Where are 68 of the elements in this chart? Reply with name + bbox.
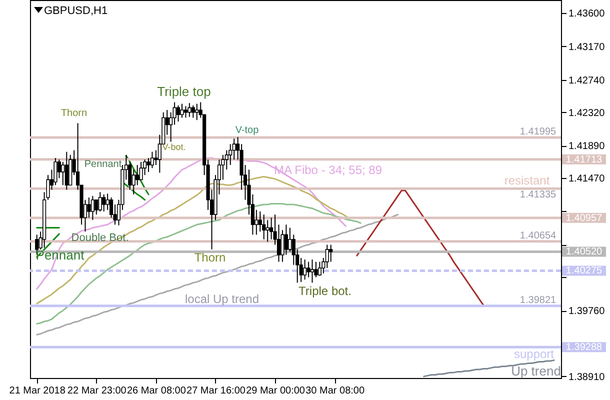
y-tick-label: 1.39760 bbox=[568, 306, 606, 318]
line-series bbox=[36, 176, 350, 304]
line-series bbox=[356, 190, 484, 306]
annotation: 1.41335 bbox=[520, 190, 557, 201]
x-tick-label: 22 Mar 23:00 bbox=[67, 386, 127, 396]
annotation: Triple top bbox=[157, 84, 211, 100]
x-tick-label: 27 Mar 16:00 bbox=[186, 386, 246, 396]
y-tick-label: 1.38910 bbox=[568, 372, 606, 383]
candlestick bbox=[191, 104, 195, 118]
annotation: resistant bbox=[504, 174, 550, 188]
y-tick-label: 1.42320 bbox=[568, 108, 606, 119]
candlestick bbox=[266, 219, 270, 242]
candlestick bbox=[180, 103, 184, 118]
y-tick-label: 1.41890 bbox=[568, 141, 606, 152]
x-tick-label: 21 Mar 2018 bbox=[9, 386, 66, 396]
y-tick-label: 1.43170 bbox=[568, 42, 606, 53]
annotation: Pennant bbox=[84, 159, 122, 170]
candlestick bbox=[102, 194, 106, 212]
line-series bbox=[36, 214, 399, 336]
candlestick bbox=[146, 158, 150, 172]
candlestick bbox=[90, 195, 94, 220]
x-tick-label: 30 Mar 08:00 bbox=[306, 386, 365, 396]
candlestick bbox=[188, 102, 192, 118]
ref-line-label: 1.39288 bbox=[566, 342, 603, 354]
x-tick-label: 26 Mar 08:00 bbox=[126, 386, 186, 396]
candlestick bbox=[303, 258, 307, 280]
candlestick bbox=[288, 227, 292, 252]
candlestick bbox=[61, 161, 65, 186]
x-tick-label: 29 Mar 00:00 bbox=[246, 386, 306, 396]
annotation: V-top bbox=[235, 125, 260, 136]
annotation: 1.41995 bbox=[520, 126, 557, 138]
ref-line-label: 1.40957 bbox=[566, 212, 603, 224]
annotation: Thorn bbox=[60, 108, 88, 120]
candlestick bbox=[64, 151, 68, 190]
annotation: Up trend bbox=[511, 363, 561, 378]
ref-line-label: 1.40275 bbox=[566, 266, 603, 277]
line-series bbox=[36, 202, 362, 325]
candlestick bbox=[310, 258, 314, 284]
candlestick bbox=[318, 261, 322, 276]
candlestick bbox=[98, 192, 102, 212]
candlestick bbox=[87, 197, 91, 218]
y-tick-label: 1.41470 bbox=[568, 174, 606, 185]
candlestick bbox=[184, 106, 188, 118]
candlestick bbox=[329, 244, 333, 262]
annotation: Thorn bbox=[194, 250, 226, 264]
annotation: Pennant bbox=[36, 248, 85, 263]
annotation: Triple bot. bbox=[298, 284, 352, 298]
chart-title: GBPUSD,H1 bbox=[44, 5, 108, 17]
candlestick bbox=[195, 103, 199, 121]
candlestick bbox=[54, 158, 58, 186]
ref-line-label: 1.40520 bbox=[566, 246, 603, 258]
ref-line-label: 1.41713 bbox=[566, 154, 603, 166]
annotation: local Up trend bbox=[184, 292, 260, 306]
candlestick bbox=[262, 214, 266, 240]
annotation: support bbox=[514, 347, 555, 362]
y-tick-label: 1.43600 bbox=[568, 8, 606, 20]
line-series bbox=[125, 154, 150, 196]
candlestick bbox=[284, 224, 288, 256]
y-tick-label: 1.42740 bbox=[568, 75, 606, 86]
annotation: Double Bot. bbox=[71, 232, 129, 244]
annotation: 1.40654 bbox=[520, 230, 557, 242]
candlestick bbox=[176, 104, 180, 122]
candlestick bbox=[136, 164, 140, 186]
candlestick bbox=[150, 151, 154, 169]
candlestick bbox=[142, 159, 147, 176]
annotation: 1.39821 bbox=[520, 294, 557, 306]
annotation: V-bot. bbox=[162, 142, 186, 152]
candlestick bbox=[94, 199, 98, 216]
